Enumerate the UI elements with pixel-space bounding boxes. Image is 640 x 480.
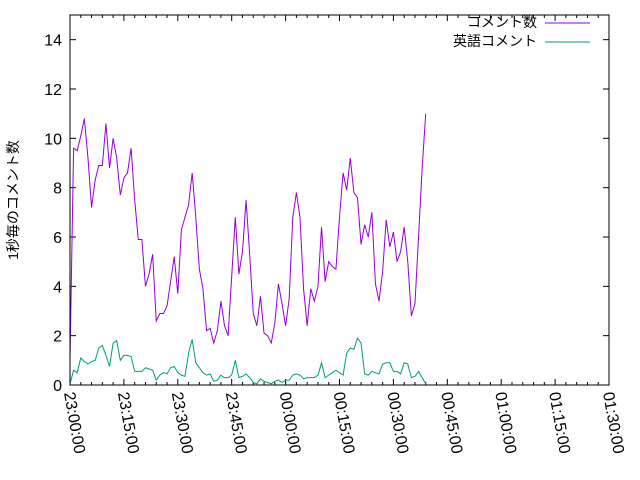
plot-border	[69, 14, 610, 386]
series-line-0	[69, 113, 427, 361]
series-line-1	[69, 337, 427, 385]
legend-label-comments: コメント数	[467, 14, 537, 30]
x-tick-label: 23:15:00	[114, 391, 142, 455]
x-tick-label: 01:00:00	[491, 391, 519, 455]
y-tick-label: 12	[44, 82, 62, 99]
y-axis-ticks: 0 2 4 6 8 10 12 14	[44, 33, 609, 395]
y-tick-label: 6	[53, 230, 62, 247]
x-tick-label: 00:00:00	[276, 391, 304, 455]
x-tick-label: 00:45:00	[437, 391, 465, 455]
y-tick-label: 14	[44, 33, 62, 50]
x-tick-label: 23:30:00	[168, 391, 196, 455]
y-tick-label: 2	[53, 329, 62, 346]
legend-label-english-comments: 英語コメント	[453, 33, 537, 49]
y-tick-label: 4	[53, 279, 62, 296]
x-tick-label: 01:30:00	[599, 391, 627, 455]
y-tick-label: 0	[53, 378, 62, 395]
x-tick-label: 23:00:00	[60, 391, 88, 455]
x-tick-label: 23:45:00	[222, 391, 250, 455]
legend: コメント数 英語コメント	[453, 14, 590, 49]
x-axis-ticks: 23:00:00 23:15:00 23:30:00 23:45:00 00:00:00…	[60, 15, 627, 455]
series-lines	[69, 113, 427, 385]
x-tick-label: 00:15:00	[330, 391, 358, 455]
x-tick-label: 01:15:00	[545, 391, 573, 455]
y-tick-label: 8	[53, 181, 62, 198]
y-axis-label: 1秒毎のコメント数	[5, 140, 21, 260]
x-tick-label: 00:30:00	[383, 391, 411, 455]
y-tick-label: 10	[44, 131, 62, 148]
